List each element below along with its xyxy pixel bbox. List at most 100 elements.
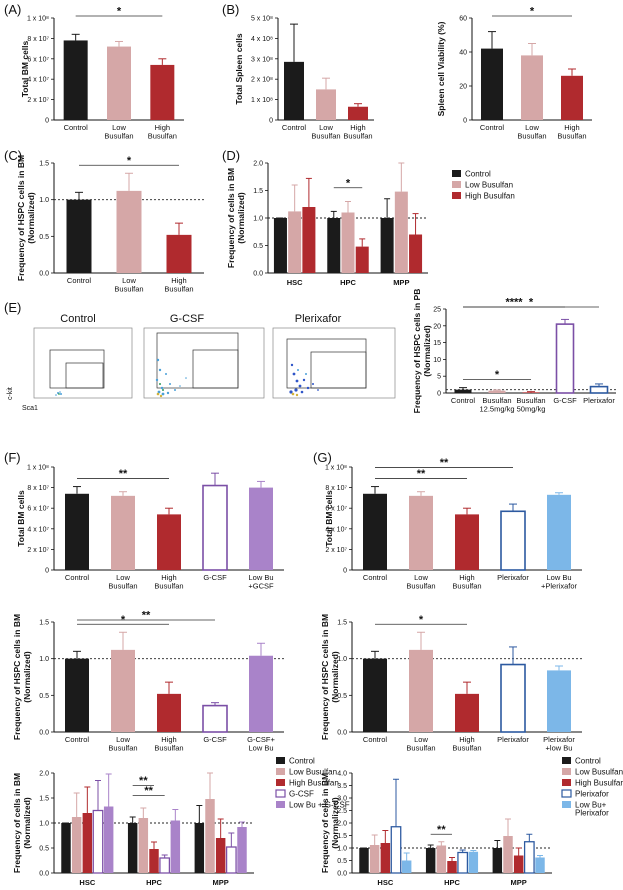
x-tick-label: High Busulfan xyxy=(154,573,183,591)
legend-entry: High Busulfan xyxy=(575,779,623,788)
chart-d: 0.0 0.5 1.0 1.5 2.0 Frequency of cells in BM(… xyxy=(226,161,515,288)
bar xyxy=(589,385,609,394)
flow-plot-plerixafor: Plerixafor xyxy=(272,313,396,399)
bar xyxy=(455,514,479,570)
y-tick-label: 0.0 xyxy=(39,871,49,878)
x-tick-label: Low Busulfan xyxy=(406,735,435,753)
panel-label-a: (A) xyxy=(4,2,21,17)
flow-title-gcsf: G-CSF xyxy=(170,313,205,325)
bar xyxy=(159,857,171,874)
chart-a: 0 2 x 10⁷ 4 x 10⁷ 6 x 10⁷ 8 x 10⁷ 1 x 10⁸ Tota… xyxy=(20,6,184,141)
panel-label-e: (E) xyxy=(4,300,21,315)
x-tick-label: Control xyxy=(480,123,505,132)
bar xyxy=(500,663,526,733)
y-tick-label: 5 x 10⁸ xyxy=(251,16,273,23)
bar xyxy=(157,693,181,732)
significance-label: * xyxy=(529,297,534,309)
legend-entry: Low Bu + G-CSF xyxy=(289,801,350,810)
y-tick-label: 0 xyxy=(463,118,467,125)
bar xyxy=(409,495,433,570)
bar xyxy=(116,190,142,273)
bar xyxy=(492,848,503,873)
y-tick-label: 4 x 10⁸ xyxy=(251,36,273,43)
y-tick-label: 1.0 xyxy=(337,656,347,663)
y-tick-label: 20 xyxy=(433,323,441,330)
y-tick-label: 2 x 10⁷ xyxy=(325,547,347,554)
flow-plot-control: Control xyxy=(33,313,133,399)
y-tick-label: 0.0 xyxy=(39,730,49,737)
bar xyxy=(327,218,341,273)
y-tick-label: 4 x 10⁷ xyxy=(27,526,49,533)
bar xyxy=(521,55,543,120)
x-tick-label: G-CSF xyxy=(553,396,577,405)
y-tick-label: 1.5 xyxy=(253,188,263,195)
bar xyxy=(284,61,304,120)
y-axis-label: Frequency of HSPC cells in BM(Normalized… xyxy=(12,614,32,740)
x-tick-label: High Busulfan xyxy=(343,123,372,141)
x-tick-label: Busulfan 12.5mg/kg xyxy=(479,396,514,414)
bar xyxy=(215,838,226,873)
y-tick-label: 4.0 xyxy=(337,771,347,778)
legend-entry: Low Busulfan xyxy=(465,181,513,190)
y-tick-label: 40 xyxy=(459,50,467,57)
significance-label: ** xyxy=(417,468,426,480)
flow-x-axis-label: Sca1 xyxy=(22,405,38,412)
legend-swatch xyxy=(452,192,461,199)
bar xyxy=(302,207,316,273)
legend-swatch xyxy=(561,789,572,798)
x-tick-label: Control xyxy=(451,396,476,405)
bar xyxy=(194,823,205,873)
chart-f2: 0.0 0.5 1.0 1.5 Frequency of HSPC cells in B… xyxy=(12,610,284,753)
x-tick-label: Low Busulfan xyxy=(311,123,340,141)
significance-label: ** xyxy=(144,785,153,797)
y-tick-label: 15 xyxy=(433,340,441,347)
x-tick-label: High Busulfan xyxy=(452,573,481,591)
y-tick-label: 0.0 xyxy=(39,271,49,278)
legend-swatch xyxy=(276,779,285,786)
bar xyxy=(481,48,503,120)
y-axis-label: Total BM cells xyxy=(20,40,30,97)
x-tick-label: Low Bu +Plerixafor xyxy=(541,573,578,591)
y-axis-label: Total BM cells xyxy=(324,490,334,547)
y-axis-label: Spleen cell Viability (%) xyxy=(436,21,446,116)
bar xyxy=(363,493,387,570)
y-tick-label: 1.5 xyxy=(39,161,49,168)
legend-swatch xyxy=(452,181,461,188)
y-tick-label: 8 x 10⁷ xyxy=(325,485,347,492)
x-tick-label: Plerixafor xyxy=(583,396,615,405)
bar xyxy=(425,848,436,873)
x-tick-label: MPP xyxy=(511,878,527,887)
bar xyxy=(369,845,380,873)
y-tick-label: 1.5 xyxy=(39,620,49,627)
bar xyxy=(488,390,506,393)
x-tick-label: HPC xyxy=(444,878,460,887)
legend-swatch xyxy=(276,768,285,775)
bar xyxy=(457,851,469,874)
y-tick-label: 0 xyxy=(269,118,273,125)
bar xyxy=(71,817,82,873)
x-tick-label: Low Busulfan xyxy=(406,573,435,591)
y-tick-label: 0 xyxy=(45,118,49,125)
bar xyxy=(363,658,387,732)
bar xyxy=(547,670,571,732)
bar xyxy=(63,40,88,120)
x-tick-label: Plerixafor +low Bu xyxy=(543,735,575,753)
legend-entry: Low Bu+ Plerixafor xyxy=(575,801,609,818)
legend-swatch xyxy=(562,768,571,775)
x-tick-label: Control xyxy=(363,735,388,744)
y-tick-label: 0.5 xyxy=(337,693,347,700)
bar xyxy=(555,323,575,394)
y-tick-label: 1.5 xyxy=(39,796,49,803)
significance-label: * xyxy=(530,6,535,18)
legend-entry: Plerixafor xyxy=(575,790,609,799)
x-tick-label: MPP xyxy=(213,878,229,887)
y-tick-label: 1.0 xyxy=(39,656,49,663)
bar xyxy=(380,218,394,273)
bar xyxy=(316,89,336,120)
bar xyxy=(65,658,89,732)
bar xyxy=(409,649,433,732)
bar xyxy=(394,191,408,273)
